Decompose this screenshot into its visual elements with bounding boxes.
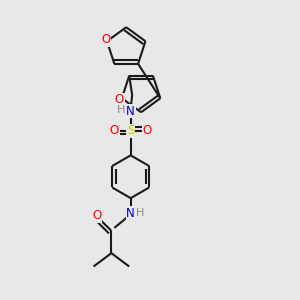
Text: H: H (117, 105, 125, 115)
Text: N: N (126, 206, 135, 220)
Text: O: O (101, 33, 110, 46)
Text: H: H (135, 208, 144, 218)
Text: O: O (142, 124, 152, 137)
Text: O: O (115, 93, 124, 106)
Text: N: N (126, 105, 135, 118)
Text: O: O (110, 124, 119, 137)
Text: S: S (127, 124, 134, 137)
Text: O: O (92, 209, 101, 223)
